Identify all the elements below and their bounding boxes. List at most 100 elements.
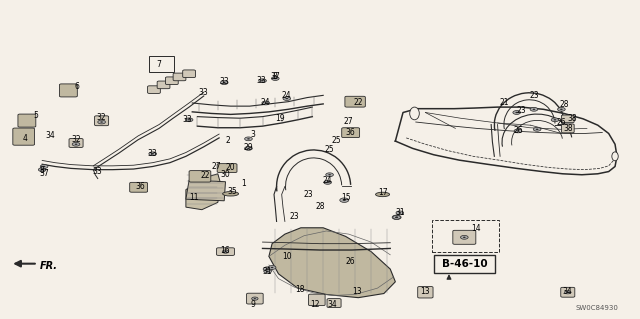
Text: 32: 32 [97, 113, 106, 122]
Circle shape [532, 109, 535, 110]
Text: 34: 34 [328, 300, 338, 309]
Text: B-46-10: B-46-10 [442, 259, 487, 269]
Circle shape [513, 111, 520, 115]
Text: 27: 27 [344, 117, 353, 126]
Ellipse shape [223, 192, 239, 196]
Text: 26: 26 [557, 117, 566, 127]
Text: 8: 8 [273, 72, 278, 81]
Text: 24: 24 [261, 98, 271, 107]
Text: 33: 33 [182, 115, 192, 124]
FancyBboxPatch shape [95, 116, 109, 126]
Circle shape [536, 129, 538, 130]
FancyBboxPatch shape [182, 70, 195, 78]
Circle shape [566, 292, 569, 293]
Circle shape [326, 173, 333, 177]
Circle shape [43, 166, 45, 167]
Circle shape [264, 269, 271, 273]
Circle shape [222, 250, 228, 253]
Circle shape [100, 121, 103, 123]
FancyBboxPatch shape [217, 164, 237, 173]
Text: 16: 16 [221, 246, 230, 255]
Circle shape [75, 144, 77, 145]
Text: 21: 21 [499, 98, 509, 107]
FancyBboxPatch shape [189, 171, 211, 182]
Text: 23: 23 [517, 106, 527, 115]
Circle shape [40, 165, 48, 168]
FancyBboxPatch shape [216, 248, 234, 256]
Circle shape [533, 127, 541, 131]
FancyBboxPatch shape [561, 115, 574, 123]
FancyBboxPatch shape [561, 124, 574, 133]
Text: SW0C84930: SW0C84930 [576, 305, 619, 311]
Text: 30: 30 [221, 170, 230, 179]
Text: 25: 25 [324, 145, 334, 154]
Circle shape [530, 108, 538, 111]
FancyBboxPatch shape [18, 114, 36, 127]
Circle shape [564, 291, 571, 294]
FancyBboxPatch shape [60, 84, 77, 97]
Ellipse shape [376, 192, 390, 197]
Text: 23: 23 [290, 212, 300, 221]
Ellipse shape [612, 152, 618, 161]
Circle shape [266, 268, 269, 270]
Text: 12: 12 [310, 300, 319, 309]
Text: 33: 33 [148, 149, 157, 158]
Circle shape [271, 267, 273, 268]
Circle shape [41, 169, 44, 170]
Text: 18: 18 [295, 285, 304, 294]
Circle shape [560, 109, 563, 110]
Text: 4: 4 [22, 134, 28, 143]
Text: 22: 22 [200, 171, 210, 180]
Polygon shape [186, 174, 221, 210]
Circle shape [554, 119, 556, 121]
Text: 5: 5 [33, 111, 38, 120]
Text: FR.: FR. [40, 261, 58, 271]
Text: 3: 3 [250, 130, 255, 138]
Circle shape [514, 129, 522, 133]
Circle shape [283, 97, 291, 100]
Circle shape [72, 142, 80, 146]
Circle shape [247, 148, 250, 149]
Text: 28: 28 [560, 100, 570, 109]
Text: 34: 34 [563, 287, 573, 296]
Circle shape [396, 217, 398, 218]
Circle shape [328, 174, 331, 175]
Text: 35: 35 [227, 187, 237, 197]
FancyBboxPatch shape [173, 73, 186, 81]
FancyBboxPatch shape [418, 286, 433, 298]
Text: 15: 15 [340, 193, 350, 202]
Text: 25: 25 [331, 136, 340, 145]
Circle shape [516, 130, 519, 131]
Circle shape [244, 137, 252, 141]
Text: 26: 26 [513, 126, 523, 135]
Circle shape [38, 168, 46, 172]
Circle shape [188, 119, 191, 121]
Text: 33: 33 [257, 76, 266, 85]
Text: 11: 11 [189, 193, 199, 202]
Circle shape [223, 82, 225, 83]
Circle shape [274, 78, 276, 79]
Text: 24: 24 [282, 92, 292, 100]
Circle shape [515, 112, 518, 113]
Polygon shape [269, 228, 396, 298]
Text: 27: 27 [212, 162, 221, 171]
Circle shape [264, 102, 267, 104]
Text: 20: 20 [226, 163, 236, 172]
Circle shape [392, 215, 401, 219]
FancyBboxPatch shape [246, 293, 263, 304]
Circle shape [263, 267, 272, 271]
Circle shape [253, 298, 256, 299]
Text: 6: 6 [75, 82, 80, 91]
Text: 31: 31 [395, 208, 404, 217]
Circle shape [551, 118, 559, 122]
Circle shape [185, 118, 193, 122]
FancyBboxPatch shape [69, 138, 83, 147]
Circle shape [395, 217, 398, 218]
Text: 32: 32 [71, 135, 81, 144]
Text: 19: 19 [276, 114, 285, 123]
Circle shape [324, 181, 332, 184]
Circle shape [149, 152, 157, 156]
Circle shape [393, 215, 401, 219]
Text: 17: 17 [378, 188, 387, 197]
Text: 33: 33 [199, 88, 209, 97]
